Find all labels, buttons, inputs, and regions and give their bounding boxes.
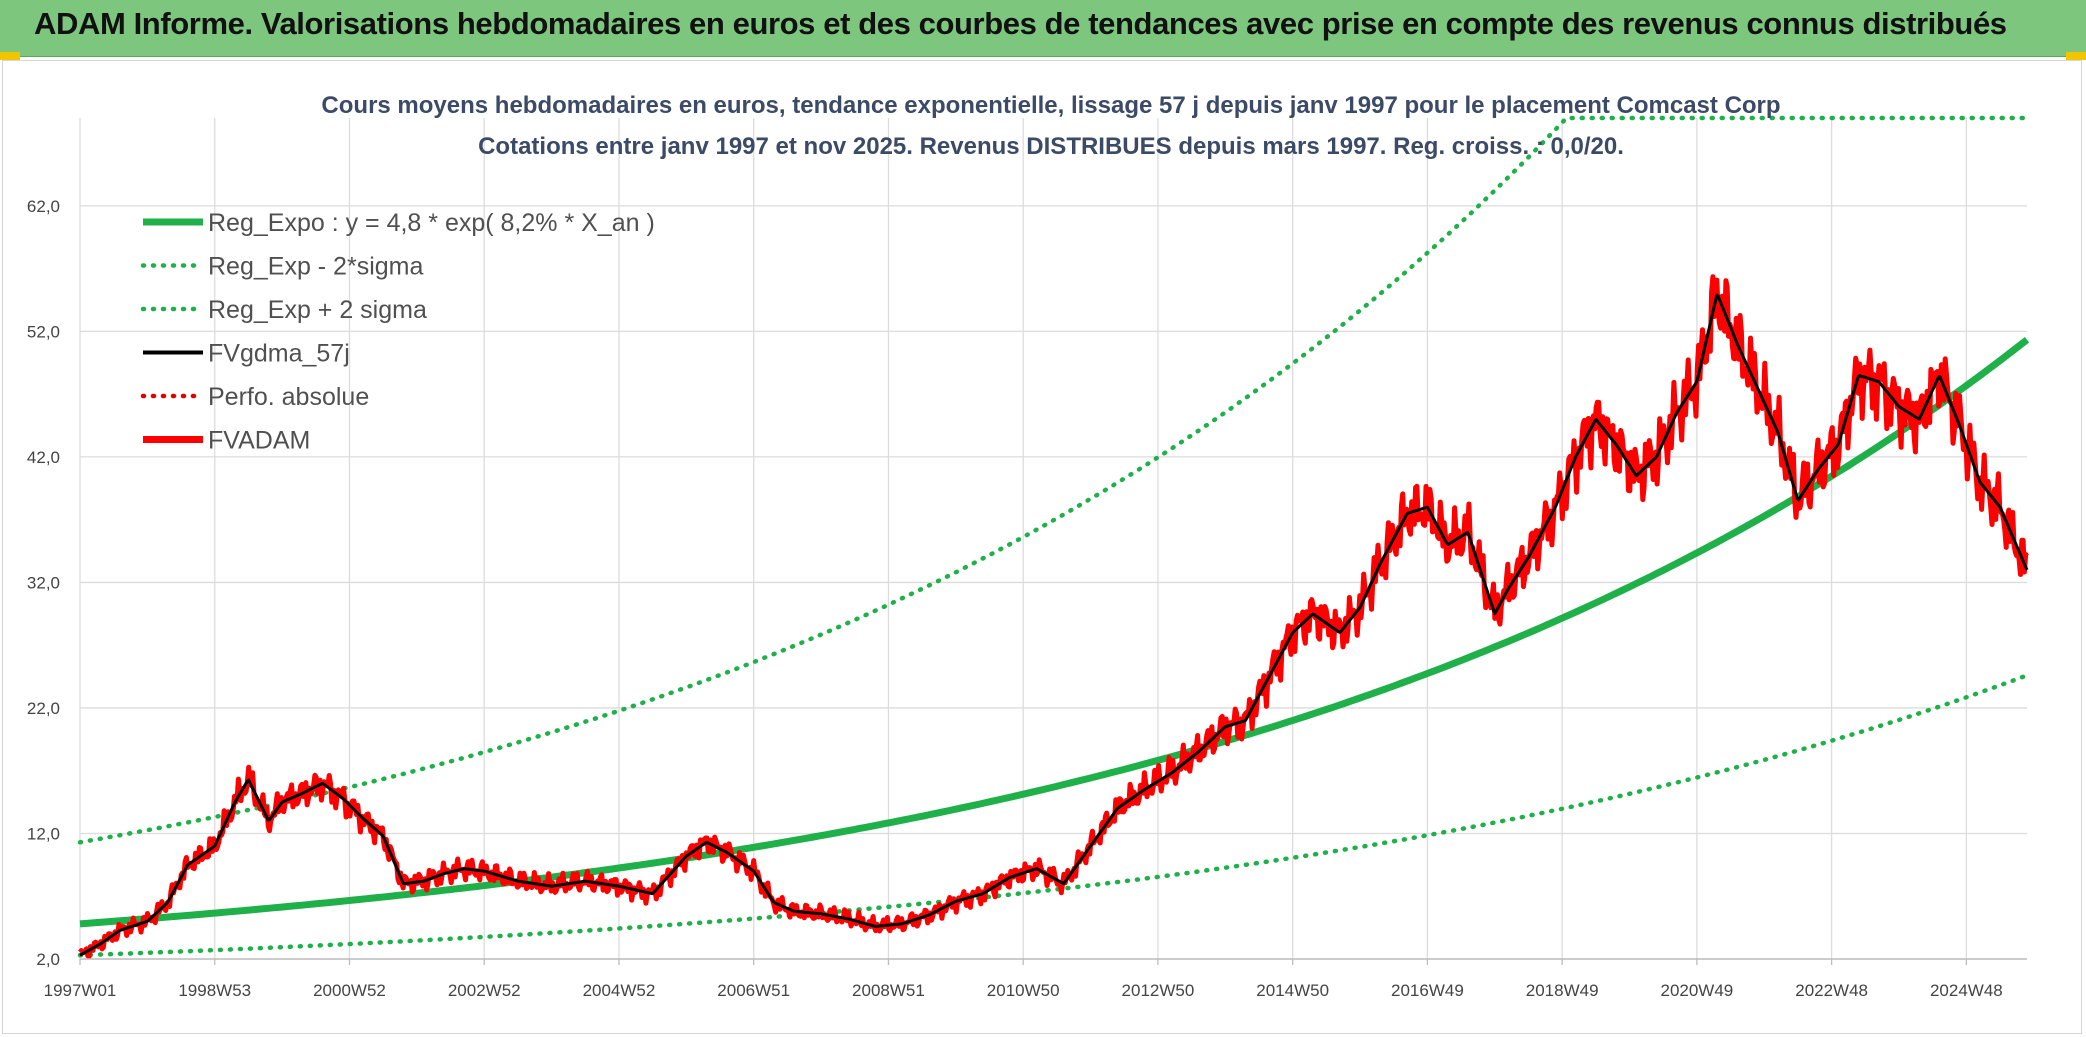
x-tick-label: 1998W53 — [178, 981, 251, 1000]
legend-label: FVADAM — [208, 427, 310, 455]
x-tick-label: 2006W51 — [717, 981, 790, 1000]
chart-title: Cours moyens hebdomadaires en euros, ten… — [321, 92, 1780, 119]
x-tick-label: 2002W52 — [448, 981, 521, 1000]
x-tick-label: 2010W50 — [987, 981, 1060, 1000]
y-tick-label: 62,0 — [27, 197, 60, 216]
grid — [79, 118, 2027, 960]
x-tick-label: 2018W49 — [1526, 981, 1599, 1000]
series-fvadam — [78, 274, 2029, 959]
y-tick-label: 2,0 — [36, 950, 60, 969]
legend-label: Perfo. absolue — [208, 383, 369, 411]
x-tick-label: 2014W50 — [1256, 981, 1329, 1000]
y-tick-label: 22,0 — [27, 699, 60, 718]
y-tick-label: 42,0 — [27, 448, 60, 467]
legend-label: FVgdma_57j — [208, 340, 350, 368]
x-tick-label: 2016W49 — [1391, 981, 1464, 1000]
report-header: ADAM Informe. Valorisations hebdomadaire… — [0, 0, 2086, 57]
series-layer — [77, 115, 2030, 959]
x-tick-label: 2020W49 — [1660, 981, 1733, 1000]
legend-label: Reg_Exp + 2 sigma — [208, 296, 427, 324]
y-tick-label: 52,0 — [27, 322, 60, 341]
chart-subtitle: Cotations entre janv 1997 et nov 2025. R… — [478, 133, 1624, 160]
x-tick-label: 2008W51 — [852, 981, 925, 1000]
report-title: ADAM Informe. Valorisations hebdomadaire… — [34, 6, 2007, 41]
legend: Reg_Expo : y = 4,8 * exp( 8,2% * X_an ) R… — [140, 209, 655, 455]
series-fvgdma-57j — [79, 293, 2029, 957]
series-reg-minus-2sigma — [77, 673, 2030, 958]
legend-label: Reg_Exp - 2*sigma — [208, 253, 423, 281]
axes: 2,0 12,0 22,0 32,0 42,0 52,0 62,0 1997W01 1998W5… — [27, 197, 2027, 1000]
x-tick-label: 2012W50 — [1122, 981, 1195, 1000]
x-tick-label: 1997W01 — [44, 981, 117, 1000]
corner-accent-left — [0, 52, 20, 60]
plot-border — [2, 60, 2082, 1034]
y-tick-label: 32,0 — [27, 573, 60, 592]
x-tick-label: 2024W48 — [1930, 981, 2003, 1000]
legend-label: Reg_Expo : y = 4,8 * exp( 8,2% * X_an ) — [208, 209, 655, 237]
x-tick-label: 2004W52 — [583, 981, 656, 1000]
y-tick-label: 12,0 — [27, 824, 60, 843]
x-tick-label: 2022W48 — [1795, 981, 1868, 1000]
series-reg-plus-2sigma — [77, 115, 2030, 845]
corner-accent-right — [2066, 52, 2086, 60]
series-reg-expo — [79, 336, 2030, 928]
x-tick-label: 2000W52 — [313, 981, 386, 1000]
